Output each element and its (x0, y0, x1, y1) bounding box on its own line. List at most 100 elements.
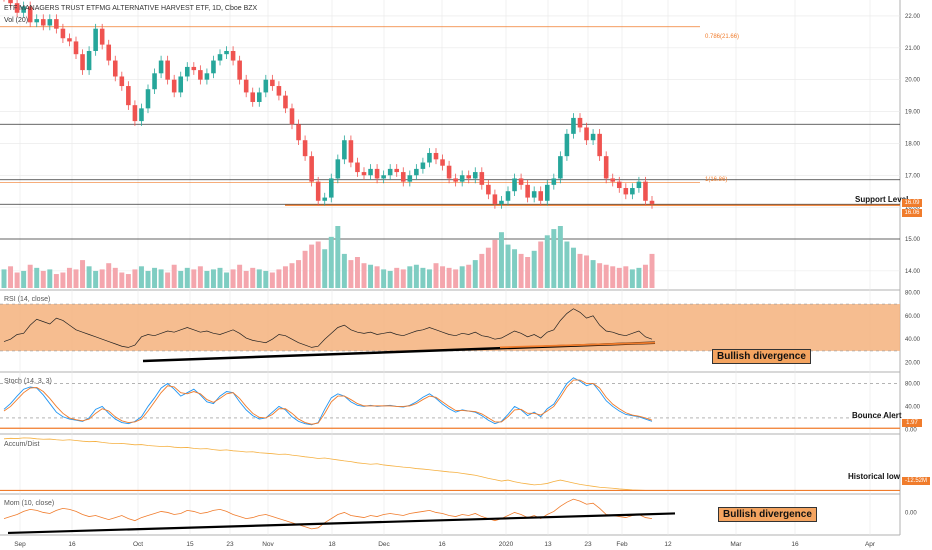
x-tick-label: Dec (378, 541, 390, 548)
volume-bar (649, 253, 655, 288)
candle-body (505, 191, 511, 201)
candle-body (270, 79, 275, 87)
x-tick-label: Feb (616, 541, 628, 548)
candle-body (577, 117, 583, 128)
volume-bar (191, 269, 197, 288)
volume-bar (210, 269, 216, 288)
volume-bar (204, 270, 210, 288)
x-tick-label: Mar (730, 541, 742, 548)
volume-bar (446, 267, 452, 288)
volume-bar (584, 255, 590, 288)
volume-bar (217, 267, 223, 288)
volume-bar (472, 260, 478, 288)
candle-body (571, 117, 576, 134)
candle-body (47, 19, 53, 26)
candle-body (551, 178, 557, 185)
y-tick-label: 15.00 (905, 237, 921, 243)
x-tick-label: 2020 (499, 541, 514, 548)
volume-bar (145, 270, 151, 288)
volume-bar (440, 266, 446, 288)
volume-bar (27, 264, 33, 288)
volume-bar (80, 260, 86, 288)
rsi-y-tick-label: 20.00 (905, 361, 921, 367)
volume-bar (34, 267, 40, 288)
volume-bar (1, 269, 7, 288)
x-tick-label: 15 (186, 541, 194, 548)
rsi-bullish-divergence-note: Bullish divergence (712, 349, 811, 364)
volume-bar (165, 272, 171, 288)
rsi-divergence-trendline-orange (499, 341, 656, 349)
volume-bar (629, 269, 635, 288)
candle-body (335, 159, 341, 179)
volume-bar (394, 267, 400, 288)
candle-body (263, 79, 269, 93)
candle-body (171, 79, 177, 93)
volume-bar (60, 272, 66, 288)
candle-body (152, 73, 157, 90)
volume-bar (282, 266, 288, 288)
volume-bar (256, 269, 262, 288)
accum-value-tag: -12.52M (902, 477, 930, 485)
candle-body (558, 156, 563, 179)
candle-body (139, 108, 144, 122)
candle-body (243, 79, 249, 93)
volume-bar (505, 244, 511, 288)
volume-bar (642, 264, 648, 288)
candle-body (34, 19, 40, 23)
candle-body (433, 152, 439, 160)
x-tick-label: 23 (584, 541, 592, 548)
candle-body (649, 200, 655, 204)
volume-bar (302, 250, 308, 288)
x-tick-label: 16 (438, 541, 446, 548)
volume-bar (184, 267, 190, 288)
candle-body (99, 28, 105, 45)
rsi-y-tick-label: 60.00 (905, 314, 921, 320)
volume-bar (597, 263, 603, 288)
stoch-y-tick-label: 40.00 (905, 404, 921, 410)
volume-bar (544, 235, 550, 288)
candle-body (427, 152, 432, 163)
candle-body (479, 172, 485, 185)
volume-bar (315, 241, 321, 288)
candle-body (296, 124, 301, 141)
candle-body (40, 19, 46, 26)
accum-pane-label: Accum/Dist (4, 441, 40, 448)
volume-bar (106, 263, 112, 288)
candle-body (27, 6, 33, 23)
volume-bar (387, 270, 393, 288)
y-tick-label: 17.00 (905, 173, 921, 179)
candle-body (211, 60, 216, 74)
candle-body (132, 105, 138, 122)
volume-bar (564, 241, 570, 288)
y-tick-label: 20.00 (905, 78, 921, 84)
volume-bar (420, 267, 426, 288)
volume-bar (603, 264, 609, 288)
volume-bar (426, 269, 432, 288)
y-tick-label: 22.00 (905, 14, 921, 20)
candle-body (86, 50, 92, 71)
mom-divergence-trendline (7, 512, 676, 535)
candle-body (198, 70, 203, 80)
candle-body (616, 181, 622, 189)
rsi-band (0, 304, 900, 351)
volume-bar (296, 260, 302, 288)
candle-body (237, 60, 242, 80)
candle-body (21, 6, 26, 13)
candle-body (126, 86, 131, 106)
candle-body (414, 168, 419, 176)
y-tick-label: 14.00 (905, 269, 921, 275)
stoch-y-tick-label: 80.00 (905, 381, 921, 387)
candle-body (93, 28, 98, 51)
volume-bar (322, 249, 328, 288)
volume-bar (512, 249, 518, 288)
candle-body (250, 92, 256, 102)
volume-bar (433, 263, 439, 288)
volume-bar (538, 241, 544, 288)
candle-body (204, 73, 210, 80)
candle-body (459, 175, 465, 182)
candle-body (119, 76, 125, 87)
candle-body (178, 76, 184, 93)
candle-body (387, 168, 393, 176)
volume-bar (171, 264, 177, 288)
volume-bar (610, 266, 616, 288)
